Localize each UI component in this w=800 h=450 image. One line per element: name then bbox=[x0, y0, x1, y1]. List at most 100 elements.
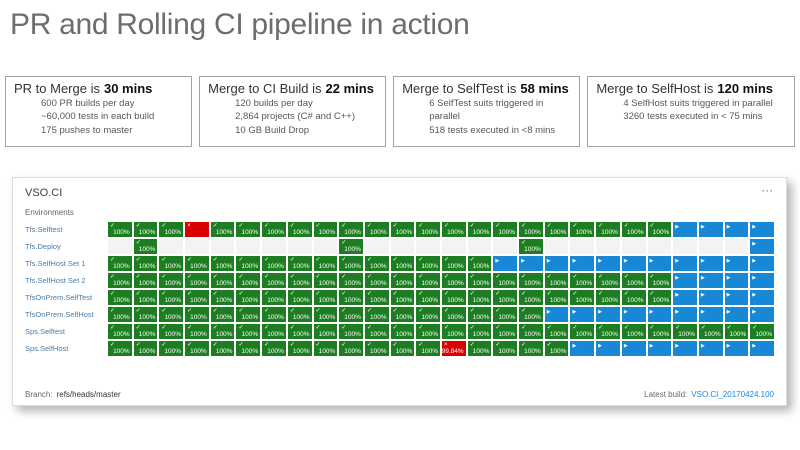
build-cell-pass[interactable]: ✓ 100% bbox=[313, 307, 338, 322]
build-cell-pass[interactable]: ✓ 100% bbox=[596, 290, 620, 305]
build-cell-pass[interactable]: ✓ 100% bbox=[467, 256, 492, 271]
build-cell-pass[interactable]: ✓ 100% bbox=[339, 256, 363, 271]
build-cell-pass[interactable]: ✓ 100% bbox=[287, 341, 312, 356]
build-cell-pass[interactable]: ✓ 100% bbox=[442, 256, 466, 271]
build-cell-pass[interactable]: ✓ 100% bbox=[108, 222, 132, 237]
build-cell-run[interactable]: ▶ bbox=[621, 307, 646, 322]
latest-build-link[interactable]: VSO.CI_20170424.100 bbox=[691, 390, 774, 399]
build-cell-pass[interactable]: ✓ 100% bbox=[262, 307, 286, 322]
build-cell-pass[interactable]: ✓ 100% bbox=[493, 273, 518, 288]
build-cell-pass[interactable]: ✓ 100% bbox=[133, 239, 158, 254]
build-cell-pass[interactable]: ✓ 100% bbox=[313, 256, 338, 271]
build-cell-run[interactable]: ▶ bbox=[544, 307, 569, 322]
build-cell-pass[interactable]: ✓ 100% bbox=[416, 341, 440, 356]
build-cell-pass[interactable]: ✓ 100% bbox=[621, 273, 646, 288]
build-cell-pass[interactable]: ✓ 100% bbox=[133, 324, 158, 339]
build-cell-run[interactable]: ▶ bbox=[621, 341, 646, 356]
build-cell-run[interactable]: ▶ bbox=[544, 256, 569, 271]
build-cell-run[interactable]: ▶ bbox=[750, 239, 774, 254]
build-cell-pass[interactable]: ✓ 100% bbox=[287, 307, 312, 322]
build-cell-pass[interactable]: ✓ 100% bbox=[416, 256, 440, 271]
environment-link-tfs-selftest[interactable]: Tfs.Selftest bbox=[25, 225, 63, 234]
build-cell-pass[interactable]: ✓ 100% bbox=[339, 307, 363, 322]
build-cell-pass[interactable]: ✓ 100% bbox=[596, 324, 620, 339]
build-cell-pass[interactable]: ✓ 100% bbox=[108, 290, 132, 305]
build-cell-pass[interactable]: ✓ 100% bbox=[236, 222, 261, 237]
build-cell-pass[interactable]: ✓ 100% bbox=[262, 222, 286, 237]
build-cell-pass[interactable]: ✓ 100% bbox=[339, 324, 363, 339]
build-cell-run[interactable]: ▶ bbox=[698, 273, 723, 288]
build-cell-pass[interactable]: ✓ 100% bbox=[416, 290, 440, 305]
build-cell-pass[interactable]: ✓ 100% bbox=[416, 273, 440, 288]
build-cell-fail[interactable]: × bbox=[185, 222, 209, 237]
build-cell-pass[interactable]: ✓ 100% bbox=[647, 222, 672, 237]
build-cell-pass[interactable]: ✓ 100% bbox=[493, 324, 518, 339]
build-cell-run[interactable]: ▶ bbox=[698, 307, 723, 322]
build-cell-pass[interactable]: ✓ 100% bbox=[442, 290, 466, 305]
build-cell-run[interactable]: ▶ bbox=[647, 341, 672, 356]
build-cell-run[interactable]: ▶ bbox=[570, 307, 595, 322]
build-cell-pass[interactable]: ✓ 100% bbox=[750, 324, 774, 339]
build-cell-pass[interactable]: ✓ 100% bbox=[108, 324, 132, 339]
build-cell-pass[interactable]: ✓ 100% bbox=[108, 307, 132, 322]
build-cell-pass[interactable]: ✓ 100% bbox=[210, 222, 235, 237]
build-cell-pass[interactable]: ✓ 100% bbox=[442, 273, 466, 288]
build-cell-pass[interactable]: ✓ 100% bbox=[108, 341, 132, 356]
build-cell-run[interactable]: ▶ bbox=[647, 256, 672, 271]
build-cell-pass[interactable]: ✓ 100% bbox=[185, 256, 209, 271]
build-cell-pass[interactable]: ✓ 100% bbox=[364, 222, 389, 237]
build-cell-run[interactable]: ▶ bbox=[698, 256, 723, 271]
build-cell-pass[interactable]: ✓ 100% bbox=[442, 307, 466, 322]
build-cell-pass[interactable]: ✓ 100% bbox=[570, 290, 595, 305]
build-cell-pass[interactable]: ✓ 100% bbox=[724, 324, 749, 339]
build-cell-pass[interactable]: ✓ 100% bbox=[133, 307, 158, 322]
build-cell-pass[interactable]: ✓ 100% bbox=[364, 341, 389, 356]
build-cell-pass[interactable]: ✓ 100% bbox=[364, 290, 389, 305]
build-cell-pass[interactable]: ✓ 100% bbox=[236, 307, 261, 322]
build-cell-pass[interactable]: ✓ 100% bbox=[390, 341, 415, 356]
build-cell-pass[interactable]: ✓ 100% bbox=[133, 341, 158, 356]
build-cell-pass[interactable]: ✓ 100% bbox=[108, 256, 132, 271]
build-cell-pass[interactable]: ✓ 100% bbox=[364, 307, 389, 322]
build-cell-pass[interactable]: ✓ 100% bbox=[416, 222, 440, 237]
build-cell-pass[interactable]: ✓ 100% bbox=[390, 307, 415, 322]
environment-link-tfs-deploy[interactable]: Tfs.Deploy bbox=[25, 242, 61, 251]
build-cell-pass[interactable]: ✓ 100% bbox=[210, 256, 235, 271]
build-cell-pass[interactable]: ✓ 100% bbox=[467, 307, 492, 322]
build-cell-pass[interactable]: ✓ 100% bbox=[621, 324, 646, 339]
build-cell-run[interactable]: ▶ bbox=[724, 222, 749, 237]
build-cell-pass[interactable]: ✓ 100% bbox=[442, 324, 466, 339]
build-cell-pass[interactable]: ✓ 100% bbox=[442, 222, 466, 237]
build-cell-pass[interactable]: ✓ 100% bbox=[159, 222, 184, 237]
build-cell-run[interactable]: ▶ bbox=[698, 222, 723, 237]
build-cell-pass[interactable]: ✓ 100% bbox=[364, 273, 389, 288]
build-cell-pass[interactable]: ✓ 100% bbox=[185, 341, 209, 356]
build-cell-pass[interactable]: ✓ 100% bbox=[390, 256, 415, 271]
build-cell-run[interactable]: ▶ bbox=[724, 307, 749, 322]
build-cell-pass[interactable]: ✓ 100% bbox=[596, 222, 620, 237]
environment-link-tfs-selfhost-set-2[interactable]: Tfs.SelfHost Set 2 bbox=[25, 276, 86, 285]
build-cell-run[interactable]: ▶ bbox=[647, 307, 672, 322]
build-cell-pass[interactable]: ✓ 100% bbox=[647, 324, 672, 339]
build-cell-run[interactable]: ▶ bbox=[673, 341, 697, 356]
build-cell-pass[interactable]: ✓ 100% bbox=[210, 324, 235, 339]
build-cell-pass[interactable]: ✓ 100% bbox=[313, 290, 338, 305]
build-cell-pass[interactable]: ✓ 100% bbox=[262, 290, 286, 305]
build-cell-pass[interactable]: ✓ 100% bbox=[698, 324, 723, 339]
build-cell-pass[interactable]: ✓ 100% bbox=[313, 324, 338, 339]
build-cell-pass[interactable]: ✓ 100% bbox=[210, 290, 235, 305]
build-cell-pass[interactable]: ✓ 100% bbox=[519, 324, 543, 339]
build-cell-pass[interactable]: ✓ 100% bbox=[519, 239, 543, 254]
build-cell-run[interactable]: ▶ bbox=[750, 307, 774, 322]
build-cell-pass[interactable]: ✓ 100% bbox=[544, 222, 569, 237]
build-cell-pass[interactable]: ✓ 100% bbox=[313, 273, 338, 288]
build-cell-pass[interactable]: ✓ 100% bbox=[159, 307, 184, 322]
build-cell-pass[interactable]: ✓ 100% bbox=[647, 290, 672, 305]
environment-link-tfs-selfhost-set-1[interactable]: Tfs.SelfHost Set 1 bbox=[25, 259, 86, 268]
build-cell-run[interactable]: ▶ bbox=[750, 222, 774, 237]
build-cell-pass[interactable]: ✓ 100% bbox=[185, 307, 209, 322]
build-cell-pass[interactable]: ✓ 100% bbox=[185, 273, 209, 288]
build-cell-pass[interactable]: ✓ 100% bbox=[287, 222, 312, 237]
build-cell-run[interactable]: ▶ bbox=[493, 256, 518, 271]
build-cell-pass[interactable]: ✓ 100% bbox=[570, 324, 595, 339]
